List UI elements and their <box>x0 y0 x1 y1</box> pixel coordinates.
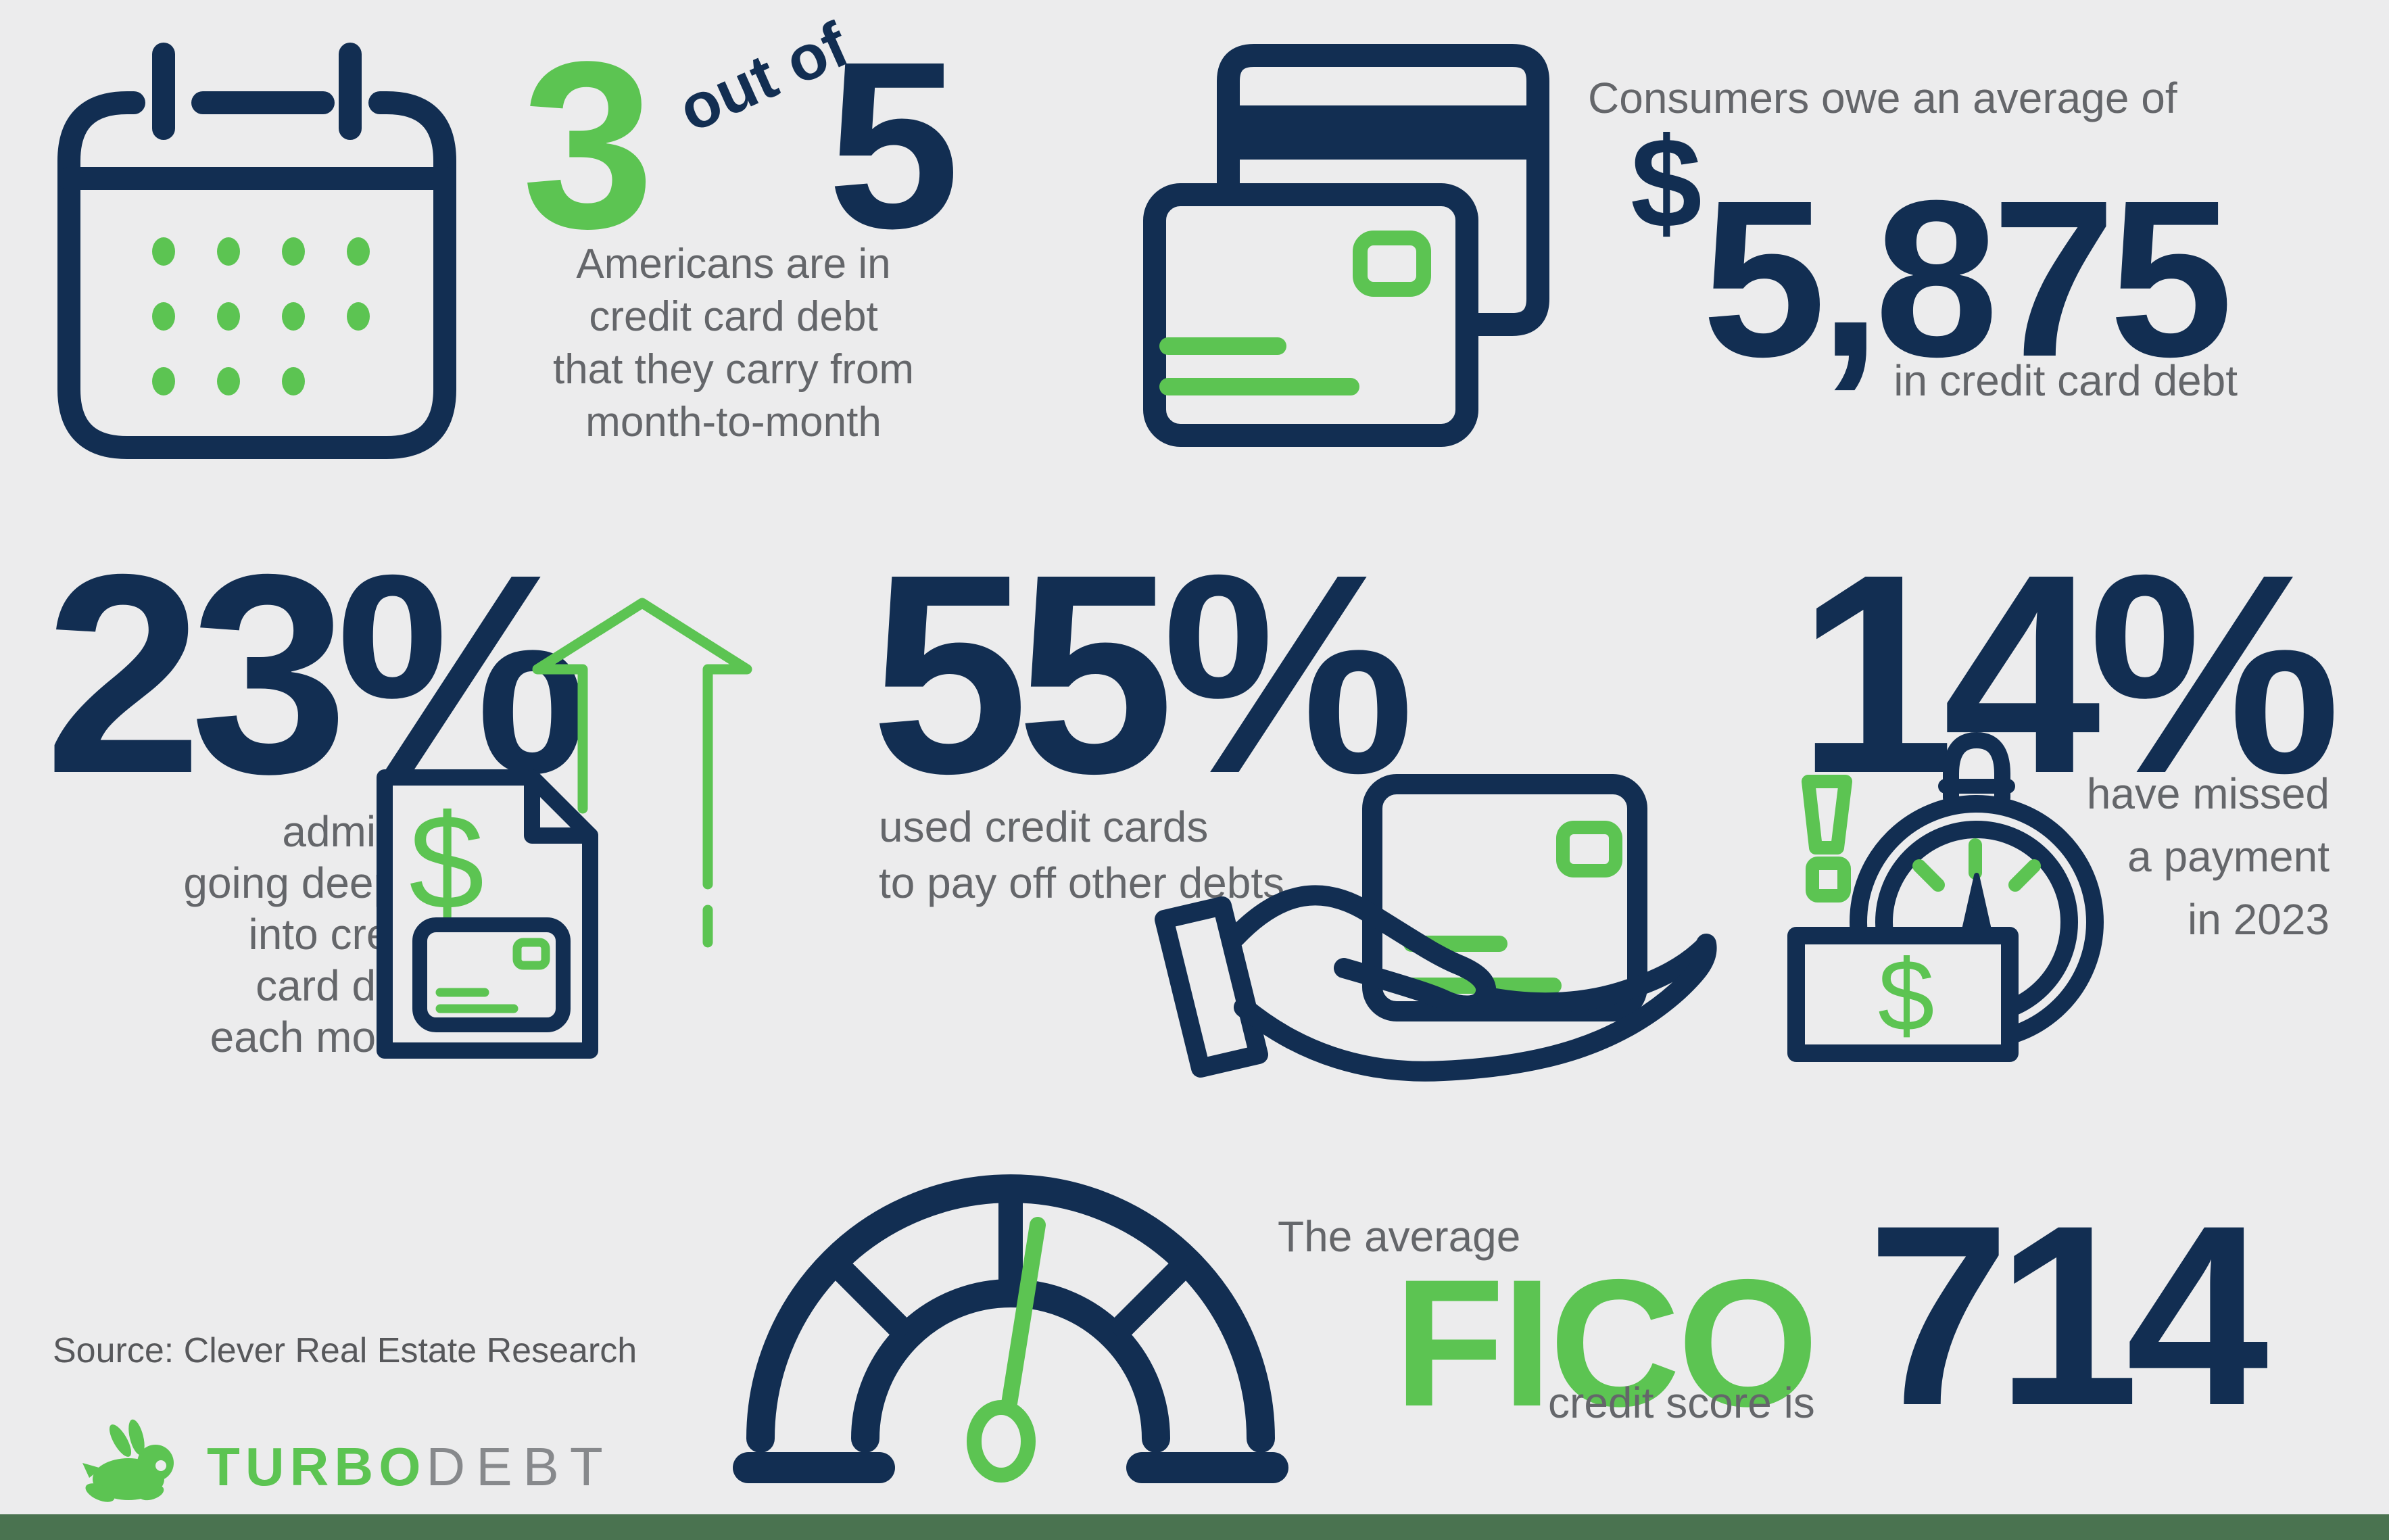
stopwatch-needle <box>1960 873 1993 938</box>
card-chip <box>1353 231 1431 297</box>
hand-cuff <box>1155 896 1268 1078</box>
amount-value: 5,875 <box>1702 153 2234 403</box>
dollar-sign: $ <box>1878 938 1934 1052</box>
description-line: used credit cards <box>879 802 1209 851</box>
logo-debt-text: DEBT <box>426 1437 614 1497</box>
stat-fico-score: 714 <box>1867 1172 2269 1459</box>
stat-pay-off-value: 55% <box>871 516 1415 833</box>
logo-turbo-text: TURBO <box>207 1437 427 1497</box>
card-chip <box>1556 821 1622 877</box>
hand-credit-card-icon <box>1155 774 1717 1082</box>
stat-average-debt-lead: Consumers owe an average of <box>1588 74 2177 122</box>
stat-average-debt-amount: $5,875 <box>1631 110 2233 390</box>
stat-fico-brand: FICO <box>1394 1241 1818 1444</box>
stat-carry-debt-denominator: 5 <box>827 11 960 278</box>
description-line: Americans are in <box>576 241 891 287</box>
stopwatch-crown <box>1943 732 2010 806</box>
stat-deeper-debt-value: 23% <box>45 516 589 833</box>
description-line: month-to-month <box>585 399 882 446</box>
stat-fico-lead: The average <box>1278 1212 1521 1261</box>
turbodebt-logo: TURBODEBT <box>207 1436 614 1498</box>
gauge-icon <box>733 1174 1288 1483</box>
gauge-needle-hub <box>967 1400 1036 1483</box>
up-arrow-icon <box>532 598 752 948</box>
dollar-sign: $ <box>409 787 484 938</box>
currency-symbol: $ <box>1631 112 1702 255</box>
rabbit-logo-icon <box>82 1419 174 1502</box>
exclamation-icon <box>1802 775 1852 855</box>
calendar-icon <box>57 43 456 459</box>
stat-missed-payment-description: have missed a payment in 2023 <box>1960 763 2330 951</box>
source-attribution: Source: Clever Real Estate Research <box>53 1331 637 1370</box>
rabbit-eye <box>155 1460 166 1471</box>
gauge-needle <box>1001 1217 1046 1412</box>
description-line: a payment <box>2127 832 2330 881</box>
footer-bar <box>0 1514 2389 1540</box>
card-stripe <box>1217 105 1549 160</box>
description-line: that they carry from <box>552 346 915 393</box>
credit-cards-icon <box>1143 44 1549 447</box>
stat-missed-payment-value: 14% <box>1797 516 2341 833</box>
stopwatch-icon: $ <box>1787 732 2104 1062</box>
calendar-dots <box>152 237 370 395</box>
dollar-document-icon: $ <box>377 769 598 1059</box>
dollar-bill-icon <box>1787 927 2019 1062</box>
stat-average-debt-tail: in credit card debt <box>1893 356 2238 405</box>
description-line: credit card debt <box>589 293 878 340</box>
stat-fico-tail: credit score is <box>1548 1378 1815 1427</box>
stat-carry-debt-description: Americans are in credit card debt that t… <box>529 238 938 449</box>
stat-carry-debt-numerator: 3 <box>522 11 654 278</box>
description-line: have missed <box>2086 769 2330 818</box>
description-line: in 2023 <box>2188 895 2330 944</box>
exclamation-dot <box>1806 857 1851 903</box>
card-chip <box>512 938 550 970</box>
